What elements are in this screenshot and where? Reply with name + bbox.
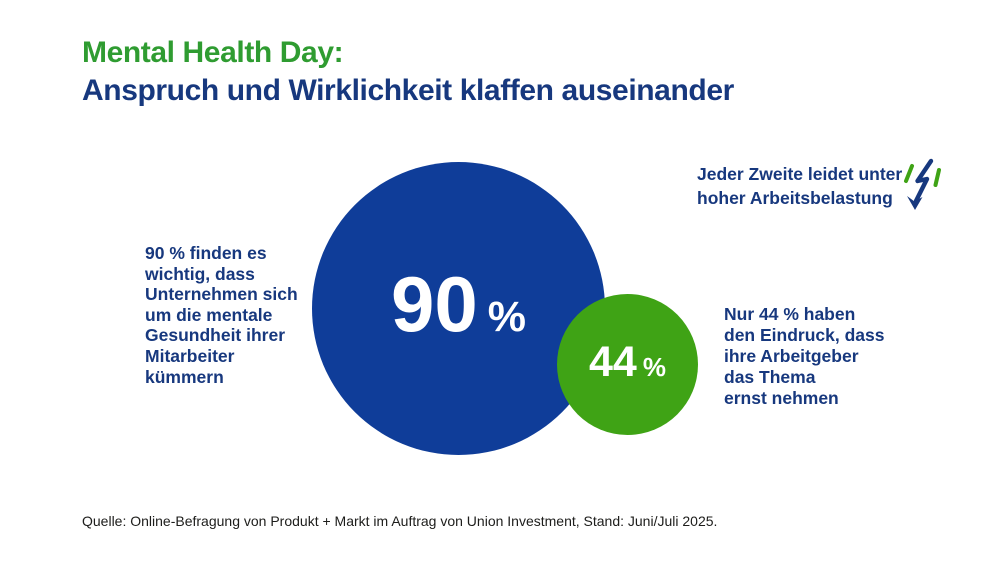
bubble-44-unit: % [642, 352, 666, 382]
right-note-line: Nur 44 % haben [724, 304, 856, 324]
page-title: Mental Health Day: Anspruch und Wirklich… [82, 34, 734, 110]
right-note-line: ihre Arbeitgeber [724, 346, 859, 366]
bubble-90-unit: % [487, 293, 526, 341]
left-note-line: Gesundheit ihrer [145, 325, 286, 346]
left-note-line: kümmern [145, 366, 224, 387]
right-note-line: das Thema [724, 367, 816, 387]
left-note-text: 90 % finden es wichtig, dass Unternehmen… [145, 243, 298, 387]
bubble-90-value: 90 [391, 260, 478, 348]
left-note-line: Mitarbeiter [145, 345, 235, 366]
bubble-90-percent: 90% [312, 162, 605, 455]
left-note-line: wichtig, dass [145, 263, 255, 284]
stress-callout-line: hoher Arbeitsbelastung [697, 188, 893, 209]
stress-callout-text: Jeder Zweite leidet unter hoher Arbeitsb… [697, 162, 902, 211]
left-note-line: 90 % finden es [145, 243, 267, 263]
right-note-line: den Eindruck, dass [724, 325, 885, 345]
right-note-line: ernst nehmen [724, 388, 839, 408]
source-attribution: Quelle: Online-Befragung von Produkt + M… [82, 513, 718, 529]
left-note-line: um die mentale [145, 304, 273, 325]
left-note-line: Unternehmen sich [145, 284, 298, 305]
bubble-44-label: 44% [589, 338, 666, 387]
bubble-44-percent: 44% [557, 294, 698, 435]
title-line-1: Mental Health Day: [82, 36, 344, 69]
title-line-2: Anspruch und Wirklichkeit klaffen ausein… [82, 74, 734, 107]
lightning-down-arrow-icon [904, 158, 941, 210]
stress-callout-line: Jeder Zweite leidet unter [697, 164, 903, 184]
right-note-text: Nur 44 % haben den Eindruck, dass ihre A… [724, 304, 884, 409]
bubble-44-value: 44 [589, 338, 637, 386]
bubble-90-label: 90% [391, 259, 526, 350]
